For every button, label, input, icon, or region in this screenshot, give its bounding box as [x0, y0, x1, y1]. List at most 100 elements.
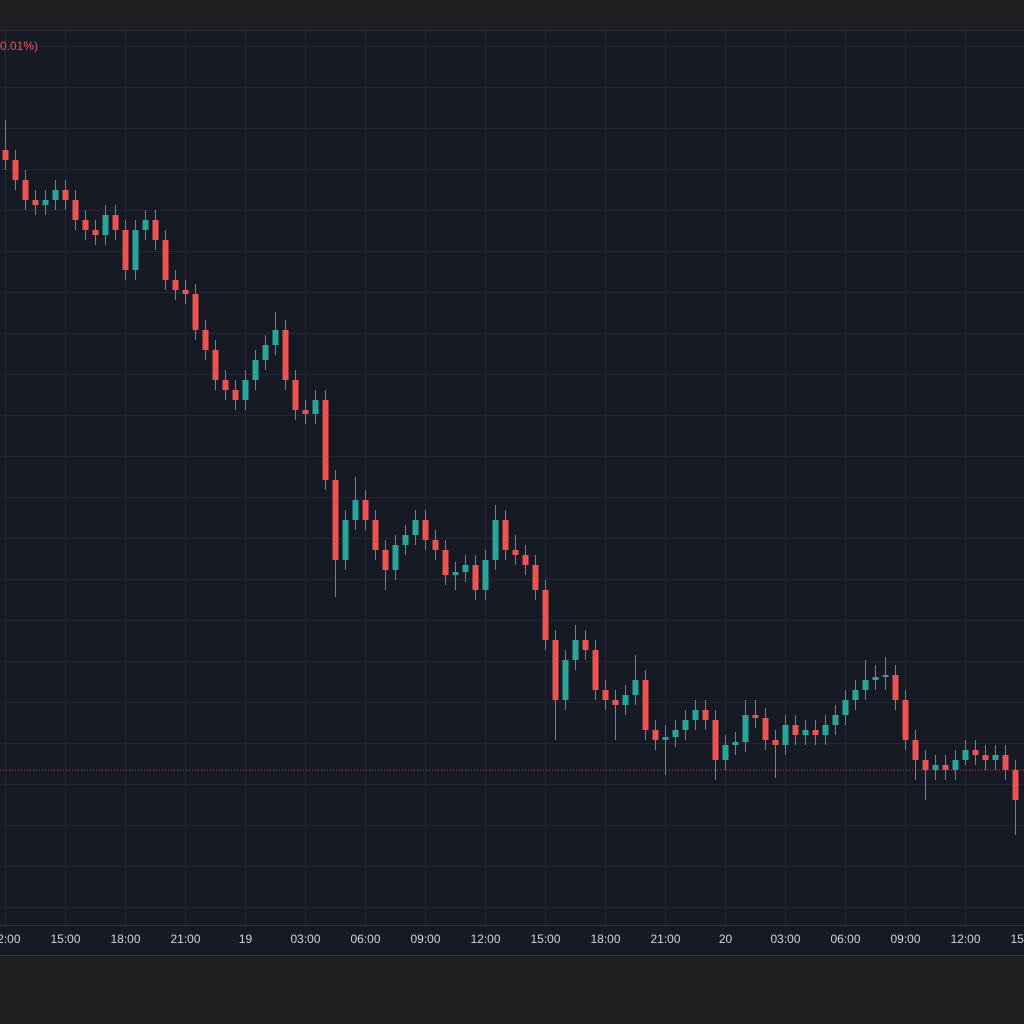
candle-body [922, 760, 929, 770]
candle-body [982, 755, 989, 760]
candle-body [352, 500, 359, 520]
candle-body [482, 560, 489, 590]
candle-body [652, 730, 659, 740]
candle-body [112, 215, 119, 230]
candle-body [442, 550, 449, 575]
x-tick-label: 18:00 [110, 932, 140, 946]
candle-body [832, 715, 839, 725]
candle-body [662, 737, 669, 740]
candle-body [432, 540, 439, 550]
candle-body [262, 345, 269, 360]
candle-body [172, 280, 179, 290]
candle-body [492, 520, 499, 560]
candle-body [202, 330, 209, 350]
candle-body [742, 715, 749, 742]
candle-body [932, 765, 939, 770]
candle-body [572, 640, 579, 660]
candle-body [712, 720, 719, 760]
candle-body [212, 350, 219, 380]
candle-body [852, 690, 859, 700]
candle-body [622, 695, 629, 705]
candle-body [462, 565, 469, 572]
x-tick-label: 12:00 [0, 932, 21, 946]
candle-body [772, 740, 779, 745]
candle-body [602, 690, 609, 700]
candle-body [722, 745, 729, 760]
candle-body [892, 675, 899, 700]
candle-body [192, 294, 199, 330]
candle-body [292, 380, 299, 410]
candle-body [522, 555, 529, 565]
candle-body [942, 765, 949, 770]
candle-body [612, 700, 619, 705]
candle-body [542, 590, 549, 640]
candle-body [392, 545, 399, 570]
candle-body [732, 742, 739, 745]
plot-area [0, 30, 1024, 955]
x-tick-label: 09:00 [890, 932, 920, 946]
candle-body [952, 760, 959, 770]
candle-body [402, 535, 409, 545]
candle-body [842, 700, 849, 715]
candle-body [342, 520, 349, 560]
candle-body [752, 715, 759, 718]
candle-body [132, 230, 139, 270]
candle-body [902, 700, 909, 740]
x-axis: 12:00 15:00 18:00 21:00 19 03:00 06:00 09:00 12:… [0, 932, 1024, 946]
candle-body [642, 680, 649, 730]
candle-body [422, 520, 429, 540]
candle-body [472, 565, 479, 590]
candle-body [162, 240, 169, 280]
candle-body [92, 230, 99, 235]
candle-body [672, 730, 679, 737]
x-tick-label: 03:00 [770, 932, 800, 946]
candle-body [252, 360, 259, 380]
candle-body [512, 550, 519, 555]
candle-body [82, 220, 89, 230]
candle-body [502, 520, 509, 550]
candle-body [552, 640, 559, 700]
x-tick-label: 18:00 [590, 932, 620, 946]
candle-body [62, 190, 69, 200]
candle-body [452, 572, 459, 575]
candle-body [912, 740, 919, 760]
candle-body [32, 200, 39, 205]
candle-body [632, 680, 639, 695]
x-tick-label: 09:00 [410, 932, 440, 946]
candle-body [272, 330, 279, 345]
x-tick-label: 19 [239, 932, 253, 946]
x-tick-label: 15:00 [1010, 932, 1024, 946]
x-tick-label: 03:00 [290, 932, 320, 946]
candle-body [412, 520, 419, 535]
candle-body [152, 220, 159, 240]
candle-body [812, 730, 819, 735]
candle-body [992, 755, 999, 760]
candle-body [302, 410, 309, 414]
candle-body [692, 710, 699, 720]
candle-body [42, 200, 49, 205]
candle-body [532, 565, 539, 590]
legend-change: 0.01%) [0, 39, 38, 53]
x-tick-label: 21:00 [170, 932, 200, 946]
candle-body [792, 725, 799, 735]
candle-body [962, 750, 969, 760]
x-tick-label: 06:00 [350, 932, 380, 946]
candle-body [882, 675, 889, 677]
candle-body [12, 160, 19, 180]
candle-body [362, 500, 369, 520]
candle-body [562, 660, 569, 700]
candle-body [702, 710, 709, 720]
x-tick-label: 21:00 [650, 932, 680, 946]
x-tick-label: 12:00 [470, 932, 500, 946]
candle-body [72, 200, 79, 220]
x-tick-label: 06:00 [830, 932, 860, 946]
candles [0, 120, 1024, 835]
candle-body [862, 680, 869, 690]
candle-body [332, 480, 339, 560]
x-tick-label: 20 [719, 932, 733, 946]
candle-body [1002, 755, 1009, 770]
candle-body [782, 725, 789, 745]
candle-body [242, 380, 249, 400]
candle-body [182, 290, 189, 294]
